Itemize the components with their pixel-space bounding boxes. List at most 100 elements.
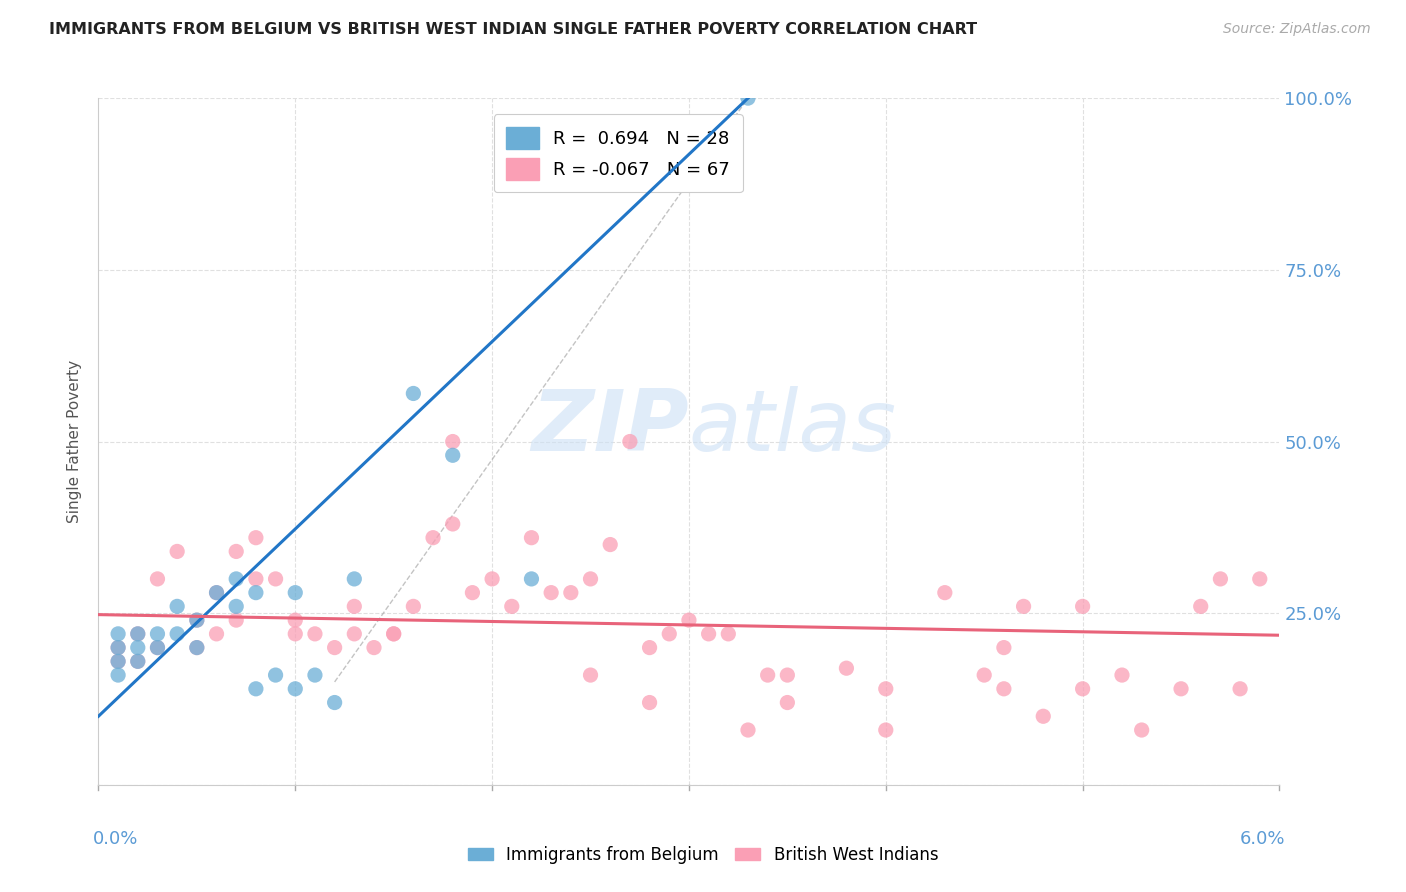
Point (638, 640, 661, 655)
Y-axis label: Single Father Poverty: Single Father Poverty (67, 360, 83, 523)
Point (284, 627, 307, 641)
Point (1189, 599, 1212, 614)
Point (205, 585, 228, 599)
Point (441, 516, 464, 531)
Point (934, 585, 956, 599)
Text: ZIP: ZIP (531, 386, 689, 469)
Point (1111, 668, 1133, 682)
Point (1229, 681, 1251, 696)
Point (205, 585, 228, 599)
Point (205, 627, 228, 641)
Point (343, 572, 366, 586)
Point (107, 668, 129, 682)
Point (875, 681, 897, 696)
Point (737, 723, 759, 737)
Point (737, 91, 759, 105)
Point (225, 544, 247, 558)
Text: Source: ZipAtlas.com: Source: ZipAtlas.com (1223, 22, 1371, 37)
Point (579, 668, 602, 682)
Point (304, 668, 326, 682)
Point (422, 531, 444, 545)
Point (284, 613, 307, 627)
Point (1012, 599, 1035, 614)
Point (284, 585, 307, 599)
Point (520, 572, 543, 586)
Point (245, 572, 267, 586)
Point (382, 627, 405, 641)
Point (579, 572, 602, 586)
Point (323, 640, 346, 655)
Point (186, 640, 208, 655)
Text: atlas: atlas (689, 386, 897, 469)
Point (166, 599, 188, 614)
Point (264, 668, 287, 682)
Point (1071, 599, 1094, 614)
Point (1130, 723, 1153, 737)
Point (382, 627, 405, 641)
Point (146, 640, 169, 655)
Point (461, 585, 484, 599)
Point (107, 640, 129, 655)
Point (186, 640, 208, 655)
Point (1249, 572, 1271, 586)
Point (225, 599, 247, 614)
Text: IMMIGRANTS FROM BELGIUM VS BRITISH WEST INDIAN SINGLE FATHER POVERTY CORRELATION: IMMIGRANTS FROM BELGIUM VS BRITISH WEST … (49, 22, 977, 37)
Point (1170, 681, 1192, 696)
Point (186, 613, 208, 627)
Legend: Immigrants from Belgium, British West Indians: Immigrants from Belgium, British West In… (461, 839, 945, 871)
Point (599, 537, 621, 551)
Point (993, 681, 1015, 696)
Point (776, 668, 799, 682)
Text: 0.0%: 0.0% (93, 830, 138, 847)
Point (146, 627, 169, 641)
Point (835, 661, 858, 675)
Point (875, 723, 897, 737)
Point (245, 681, 267, 696)
Point (127, 654, 149, 668)
Point (127, 627, 149, 641)
Point (1071, 681, 1094, 696)
Point (304, 627, 326, 641)
Point (166, 627, 188, 641)
Text: 6.0%: 6.0% (1240, 830, 1285, 847)
Point (225, 572, 247, 586)
Point (323, 696, 346, 710)
Point (658, 627, 681, 641)
Point (127, 627, 149, 641)
Point (127, 654, 149, 668)
Point (166, 544, 188, 558)
Point (245, 585, 267, 599)
Point (1209, 572, 1232, 586)
Point (441, 448, 464, 462)
Point (678, 613, 700, 627)
Point (186, 613, 208, 627)
Point (284, 681, 307, 696)
Point (107, 627, 129, 641)
Point (441, 434, 464, 449)
Point (146, 572, 169, 586)
Point (993, 640, 1015, 655)
Point (264, 572, 287, 586)
Point (245, 531, 267, 545)
Point (481, 572, 503, 586)
Point (717, 627, 740, 641)
Point (107, 654, 129, 668)
Point (619, 434, 641, 449)
Point (560, 585, 582, 599)
Point (501, 599, 523, 614)
Point (1032, 709, 1054, 723)
Point (520, 531, 543, 545)
Point (756, 668, 779, 682)
Point (225, 613, 247, 627)
Point (402, 599, 425, 614)
Point (540, 585, 562, 599)
Point (363, 640, 385, 655)
Point (107, 640, 129, 655)
Point (638, 696, 661, 710)
Point (343, 627, 366, 641)
Point (343, 599, 366, 614)
Point (402, 386, 425, 401)
Point (127, 640, 149, 655)
Point (107, 654, 129, 668)
Point (776, 696, 799, 710)
